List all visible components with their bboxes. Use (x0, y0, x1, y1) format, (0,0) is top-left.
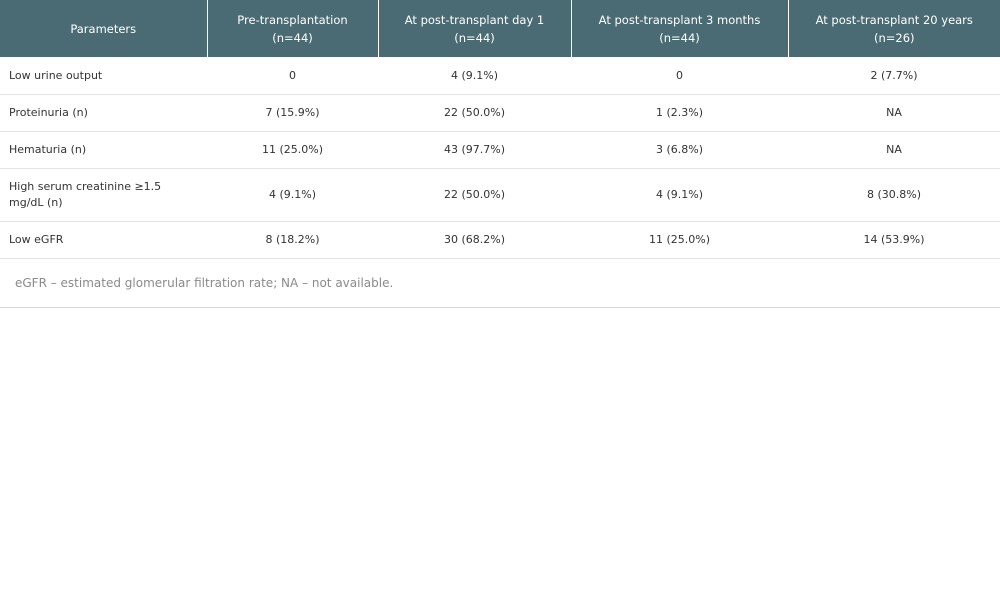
column-header-title: At post-transplant day 1 (404, 12, 545, 27)
row-parameter-cell: Low urine output (0, 57, 207, 95)
column-header-title: Pre-transplantation (237, 12, 348, 27)
table-cell: 1 (2.3%) (571, 94, 788, 132)
column-header-count: (n=26) (873, 30, 915, 45)
table-cell: 14 (53.9%) (788, 221, 1000, 259)
column-header-day-1: At post-transplant day 1 (n=44) (378, 0, 572, 57)
table-body: Low urine output 0 4 (9.1%) 0 2 (7.7%) P… (0, 57, 1000, 259)
table-cell: 30 (68.2%) (378, 221, 571, 259)
table-cell: 2 (7.7%) (788, 57, 1000, 95)
row-parameter-cell: Hematuria (n) (0, 131, 207, 169)
results-table: Parameters Pre-transplantation (n=44) At… (0, 0, 1000, 259)
table-cell: 7 (15.9%) (207, 94, 378, 132)
row-parameter-cell: Proteinuria (n) (0, 94, 207, 132)
row-parameter-cell: High serum creatinine ≥1.5 mg/dL (n) (0, 168, 207, 222)
table-row: Proteinuria (n) 7 (15.9%) 22 (50.0%) 1 (… (0, 94, 1000, 132)
table-cell: 0 (571, 57, 788, 95)
column-header-pre-transplantation: Pre-transplantation (n=44) (207, 0, 379, 57)
column-header-parameters: Parameters (0, 0, 208, 57)
table-cell: 43 (97.7%) (378, 131, 571, 169)
table-row: Low eGFR 8 (18.2%) 30 (68.2%) 11 (25.0%)… (0, 221, 1000, 259)
table-cell: 11 (25.0%) (207, 131, 378, 169)
column-header-title: Parameters (70, 21, 137, 36)
table-cell: 8 (30.8%) (788, 168, 1000, 222)
column-header-count: (n=44) (454, 30, 495, 45)
table-row: Low urine output 0 4 (9.1%) 0 2 (7.7%) (0, 57, 1000, 95)
table-container: Parameters Pre-transplantation (n=44) At… (0, 0, 1000, 308)
table-cell: 22 (50.0%) (378, 168, 571, 222)
column-header-title: At post-transplant 3 months (598, 12, 761, 27)
column-header-count: (n=44) (659, 30, 700, 45)
table-cell: 3 (6.8%) (571, 131, 788, 169)
table-cell: 4 (9.1%) (207, 168, 378, 222)
table-cell: 4 (9.1%) (378, 57, 571, 95)
table-cell: 4 (9.1%) (571, 168, 788, 222)
row-parameter-cell: Low eGFR (0, 221, 207, 259)
table-cell: 11 (25.0%) (571, 221, 788, 259)
table-row: Hematuria (n) 11 (25.0%) 43 (97.7%) 3 (6… (0, 131, 1000, 169)
column-header-20-years: At post-transplant 20 years (n=26) (788, 0, 1000, 57)
table-cell: 0 (207, 57, 378, 95)
table-cell: NA (788, 94, 1000, 132)
column-header-count: (n=44) (272, 30, 313, 45)
table-cell: 22 (50.0%) (378, 94, 571, 132)
column-header-3-months: At post-transplant 3 months (n=44) (571, 0, 789, 57)
table-footnote: eGFR – estimated glomerular filtration r… (15, 276, 394, 290)
table-cell: NA (788, 131, 1000, 169)
column-header-title: At post-transplant 20 years (815, 12, 973, 27)
table-header: Parameters Pre-transplantation (n=44) At… (0, 0, 1000, 57)
table-row: High serum creatinine ≥1.5 mg/dL (n) 4 (… (0, 168, 1000, 222)
header-row: Parameters Pre-transplantation (n=44) At… (0, 0, 1000, 57)
table-cell: 8 (18.2%) (207, 221, 378, 259)
